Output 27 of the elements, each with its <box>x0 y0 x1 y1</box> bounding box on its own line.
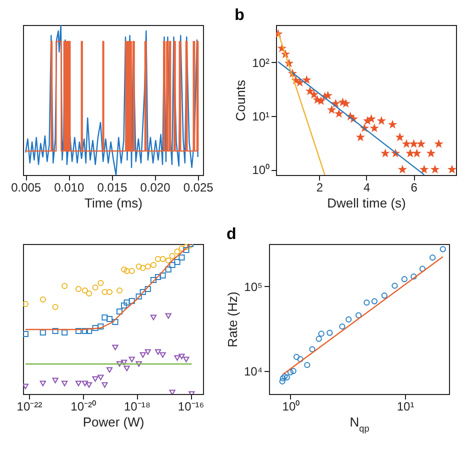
x-tick-label: 6 <box>410 180 418 194</box>
x-tick-label: 4 <box>364 180 371 194</box>
y-axis-title: Counts <box>233 79 248 122</box>
chart-title: d <box>226 226 236 243</box>
x-tick-label: 10⁻¹⁸ <box>124 400 150 414</box>
x-tick-label: 10¹ <box>396 400 414 414</box>
x-tick-label: 2 <box>316 180 324 194</box>
x-axis-title: Power (W) <box>82 414 144 430</box>
x-tick-label: 0.005 <box>11 180 42 194</box>
x-tick-label: 0.025 <box>183 180 214 194</box>
x-tick-label: 0.020 <box>140 180 171 194</box>
y-tick-label: 10⁴ <box>244 364 262 378</box>
x-tick-label: 10⁰ <box>282 400 300 414</box>
chart-title: b <box>234 7 245 24</box>
x-tick-label: 0.010 <box>54 180 84 194</box>
y-tick-label: 10⁵ <box>244 280 263 294</box>
y-tick-label: 10⁰ <box>252 163 270 178</box>
y-tick-label: 10² <box>252 56 270 70</box>
x-axis-title: N$_{qp}$ <box>350 414 370 434</box>
x-axis-title: Dwell time (s) <box>327 196 406 210</box>
x-tick-label: 10⁻²² <box>16 400 42 414</box>
x-tick-label: 10⁻²⁰ <box>70 400 96 414</box>
x-tick-label: 0.015 <box>97 180 128 194</box>
x-tick-label: 10⁻¹⁶ <box>178 400 204 414</box>
y-tick-label: 10¹ <box>252 109 270 124</box>
y-axis-title: Rate (Hz) <box>224 292 240 348</box>
x-axis-title: Time (ms) <box>84 196 143 210</box>
